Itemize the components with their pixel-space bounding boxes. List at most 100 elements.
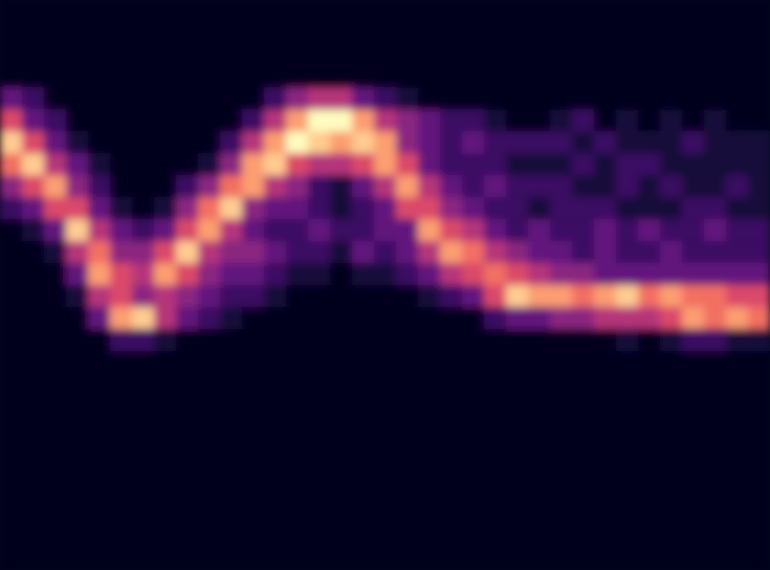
heatmap-cell [132, 0, 155, 23]
heatmap-cell [22, 44, 45, 67]
heatmap-cell [66, 307, 89, 330]
heatmap-cell [418, 460, 441, 483]
heatmap-cell [660, 66, 683, 89]
heatmap-cell [748, 307, 770, 330]
heatmap-cell [638, 263, 661, 286]
heatmap-cell [264, 110, 287, 133]
heatmap-cell [264, 263, 287, 286]
heatmap-cell [660, 263, 683, 286]
heatmap-cell [286, 44, 309, 67]
heatmap-cell [242, 219, 265, 242]
heatmap-cell [220, 66, 243, 89]
heatmap-cell [66, 66, 89, 89]
heatmap-cell [176, 88, 199, 111]
heatmap-cell [286, 241, 309, 264]
heatmap-cell [418, 22, 441, 45]
heatmap-cell [704, 460, 727, 483]
heatmap-cell [418, 482, 441, 505]
heatmap-cell [66, 22, 89, 45]
heatmap-cell [176, 153, 199, 176]
heatmap-cell [572, 373, 595, 396]
heatmap-cell [176, 0, 199, 23]
heatmap-cell [198, 351, 221, 374]
heatmap-cell [154, 526, 177, 549]
heatmap-cell [220, 219, 243, 242]
heatmap-cell [440, 285, 463, 308]
heatmap-cell [660, 482, 683, 505]
heatmap-cell [748, 395, 770, 418]
heatmap-cell [242, 373, 265, 396]
heatmap-cell [682, 526, 705, 549]
heatmap-cell [286, 548, 309, 570]
heatmap-cell [286, 263, 309, 286]
heatmap-cell [682, 285, 705, 308]
heatmap-cell [704, 548, 727, 570]
heatmap-cell [308, 526, 331, 549]
heatmap-cell [462, 66, 485, 89]
heatmap-cell [110, 132, 133, 155]
heatmap-cell [638, 22, 661, 45]
heatmap-cell [44, 66, 67, 89]
heatmap-cell [110, 482, 133, 505]
heatmap-cell [110, 241, 133, 264]
heatmap-cell [44, 175, 67, 198]
heatmap-cell [748, 132, 770, 155]
heatmap-cell [462, 153, 485, 176]
heatmap-cell [198, 175, 221, 198]
heatmap-cell [220, 417, 243, 440]
heatmap-cell [748, 482, 770, 505]
heatmap-cell [132, 153, 155, 176]
heatmap-cell [506, 110, 529, 133]
heatmap-cell [440, 460, 463, 483]
heatmap-cell [66, 285, 89, 308]
heatmap-cell [198, 22, 221, 45]
heatmap-cell [330, 548, 353, 570]
heatmap-cell [462, 373, 485, 396]
heatmap-cell [616, 285, 639, 308]
heatmap-cell [704, 285, 727, 308]
heatmap-cell [88, 548, 111, 570]
heatmap-cell [418, 263, 441, 286]
heatmap-cell [462, 132, 485, 155]
heatmap-cell [506, 219, 529, 242]
heatmap-cell [572, 219, 595, 242]
heatmap-cell [572, 66, 595, 89]
heatmap-cell [330, 460, 353, 483]
heatmap-cell [0, 263, 23, 286]
heatmap-cell [660, 526, 683, 549]
heatmap-cell [682, 438, 705, 461]
heatmap-cell [88, 22, 111, 45]
heatmap-cell [462, 351, 485, 374]
heatmap-cell [660, 307, 683, 330]
heatmap-cell [418, 44, 441, 67]
heatmap-cell [330, 44, 353, 67]
heatmap-cell [638, 241, 661, 264]
heatmap-cell [704, 44, 727, 67]
heatmap-cell [660, 0, 683, 23]
heatmap-cell [176, 504, 199, 527]
heatmap-cell [616, 132, 639, 155]
heatmap-cell [726, 241, 749, 264]
heatmap-cell [352, 460, 375, 483]
heatmap-cell [22, 460, 45, 483]
heatmap-cell [176, 307, 199, 330]
heatmap-cell [0, 153, 23, 176]
heatmap-cell [594, 241, 617, 264]
heatmap-cell [638, 417, 661, 440]
heatmap-cell [506, 197, 529, 220]
heatmap-cell [110, 526, 133, 549]
heatmap-cell [154, 88, 177, 111]
heatmap-cell [462, 0, 485, 23]
heatmap-cell [616, 197, 639, 220]
heatmap-cell [506, 351, 529, 374]
heatmap-cell [748, 460, 770, 483]
heatmap-cell [616, 438, 639, 461]
heatmap-cell [286, 307, 309, 330]
heatmap-cell [682, 241, 705, 264]
heatmap-cell [352, 197, 375, 220]
heatmap-cell [88, 329, 111, 352]
heatmap-cell [0, 329, 23, 352]
heatmap-cell [176, 482, 199, 505]
heatmap-cell [704, 373, 727, 396]
heatmap-cell [572, 395, 595, 418]
